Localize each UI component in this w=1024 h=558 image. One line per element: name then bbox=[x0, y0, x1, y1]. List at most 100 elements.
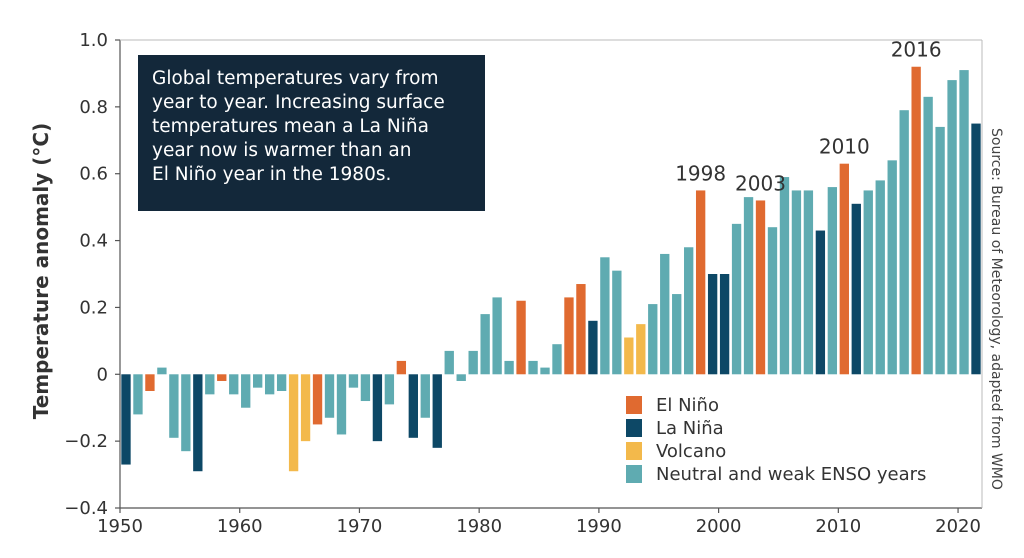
bar-1957 bbox=[205, 374, 215, 395]
legend-swatch-la_nina bbox=[626, 419, 642, 437]
legend-swatch-el_nino bbox=[626, 396, 642, 414]
bar-1981 bbox=[492, 297, 502, 375]
y-axis-title: Temperature anomaly (°C) bbox=[29, 123, 53, 419]
bar-2016 bbox=[911, 66, 921, 375]
annotation-2010: 2010 bbox=[819, 135, 870, 159]
annotations-layer: 1998 2003 2010 2016 bbox=[675, 38, 941, 196]
bar-1969 bbox=[348, 374, 359, 388]
bar-2007 bbox=[803, 190, 814, 375]
x-tick-label: 1990 bbox=[576, 516, 622, 537]
bar-2012 bbox=[863, 190, 873, 375]
y-tick-label: 0.4 bbox=[79, 231, 108, 252]
legend-label-neutral: Neutral and weak ENSO years bbox=[656, 464, 926, 485]
bar-1992 bbox=[624, 337, 634, 375]
callout-line-3: temperatures mean a La Niña bbox=[152, 116, 429, 137]
y-tick-label: 0.2 bbox=[79, 297, 108, 318]
bar-1964 bbox=[288, 374, 299, 472]
bar-1967 bbox=[324, 374, 335, 418]
bars-layer bbox=[121, 66, 981, 472]
annotation-2003: 2003 bbox=[735, 171, 786, 195]
bar-1996 bbox=[672, 294, 682, 375]
bar-2010 bbox=[839, 163, 849, 375]
legend-swatch-volcano bbox=[626, 442, 642, 460]
bar-2004 bbox=[767, 227, 778, 375]
bar-2002 bbox=[743, 197, 754, 375]
bar-1991 bbox=[612, 270, 622, 375]
bar-1952 bbox=[145, 374, 155, 391]
bar-1973 bbox=[396, 360, 407, 375]
bar-1953 bbox=[157, 367, 167, 375]
callout-line-4: year now is warmer than an bbox=[152, 140, 412, 161]
bar-1970 bbox=[360, 374, 371, 402]
bar-2001 bbox=[731, 223, 742, 375]
bar-1966 bbox=[312, 374, 323, 425]
bar-1997 bbox=[684, 247, 694, 375]
bar-1968 bbox=[336, 374, 347, 435]
callout-box: Global temperatures vary from year to ye… bbox=[138, 55, 485, 211]
bar-1983 bbox=[516, 300, 526, 375]
x-tick-label: 2010 bbox=[815, 516, 861, 537]
bar-1974 bbox=[408, 374, 418, 438]
bar-2000 bbox=[719, 274, 730, 375]
x-tick-label: 1960 bbox=[217, 516, 263, 537]
y-tick-label: 0.8 bbox=[79, 97, 108, 118]
bar-2005 bbox=[779, 177, 790, 375]
bar-2003 bbox=[755, 200, 766, 375]
bar-1976 bbox=[432, 374, 442, 448]
bar-1959 bbox=[229, 374, 239, 395]
annotation-1998: 1998 bbox=[675, 161, 726, 185]
bar-1979 bbox=[468, 350, 478, 375]
legend-swatch-neutral bbox=[626, 465, 642, 483]
bar-2009 bbox=[827, 187, 838, 375]
bar-1956 bbox=[193, 374, 203, 472]
bar-2013 bbox=[875, 180, 885, 375]
x-tick-label: 2020 bbox=[935, 516, 981, 537]
bar-1986 bbox=[552, 344, 562, 375]
bar-1980 bbox=[480, 314, 490, 375]
bar-1999 bbox=[707, 274, 718, 375]
annotation-2016: 2016 bbox=[891, 38, 942, 62]
callout-line-2: year to year. Increasing surface bbox=[152, 92, 445, 113]
bar-1987 bbox=[564, 297, 574, 375]
bar-1995 bbox=[660, 253, 670, 375]
source-note: Source: Bureau of Meteorology, adapted f… bbox=[988, 128, 1004, 490]
y-tick-label: −0.2 bbox=[64, 431, 108, 452]
bar-1977 bbox=[444, 350, 454, 375]
bar-1989 bbox=[588, 320, 598, 375]
bar-1998 bbox=[695, 190, 706, 375]
callout-line-5: El Niño year in the 1980s. bbox=[152, 164, 392, 185]
bar-1994 bbox=[648, 304, 658, 375]
legend-label-la_nina: La Niña bbox=[656, 418, 724, 439]
bar-1978 bbox=[456, 374, 466, 381]
bar-1954 bbox=[169, 374, 179, 438]
y-tick-label: −0.4 bbox=[64, 498, 108, 519]
bar-2020 bbox=[959, 70, 969, 375]
bar-1985 bbox=[540, 367, 550, 375]
bar-1993 bbox=[636, 324, 646, 375]
bar-1951 bbox=[133, 374, 143, 415]
x-tick-label: 2000 bbox=[696, 516, 742, 537]
bar-2008 bbox=[815, 230, 826, 375]
y-tick-label: 0.6 bbox=[79, 164, 108, 185]
bar-1988 bbox=[576, 284, 586, 375]
bar-1965 bbox=[300, 374, 311, 442]
x-tick-label: 1980 bbox=[456, 516, 502, 537]
axes-layer bbox=[119, 39, 983, 509]
bar-2014 bbox=[887, 160, 897, 375]
bar-1972 bbox=[384, 374, 395, 405]
bar-1960 bbox=[241, 374, 251, 408]
bar-2011 bbox=[851, 203, 861, 375]
bar-1990 bbox=[600, 257, 610, 375]
y-tick-label: 0 bbox=[97, 364, 108, 385]
bar-2019 bbox=[947, 80, 957, 375]
callout-line-1: Global temperatures vary from bbox=[152, 68, 439, 89]
bar-2006 bbox=[791, 190, 802, 375]
x-tick-label: 1970 bbox=[337, 516, 383, 537]
bar-2018 bbox=[935, 126, 945, 375]
x-tick-label: 1950 bbox=[97, 516, 143, 537]
bar-1961 bbox=[253, 374, 263, 388]
legend-label-volcano: Volcano bbox=[656, 441, 726, 462]
bar-1975 bbox=[420, 374, 430, 418]
